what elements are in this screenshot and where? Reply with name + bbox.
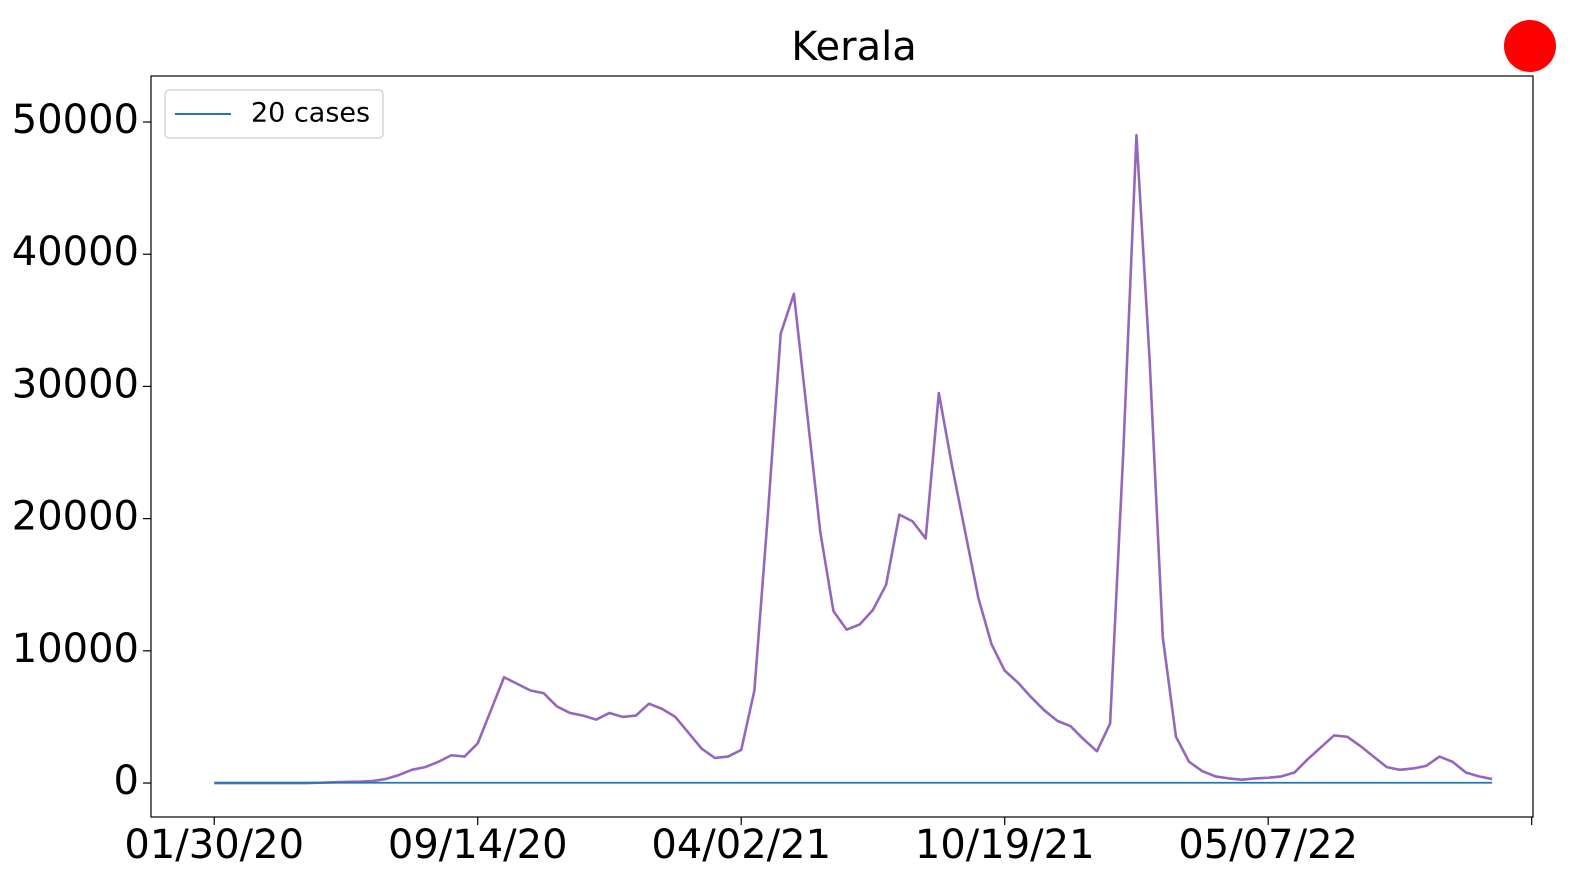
data-line	[214, 133, 1493, 785]
y-tick-label: 30000	[12, 361, 139, 407]
y-tick-label: 10000	[12, 626, 139, 672]
y-tick-label: 0	[114, 758, 139, 804]
legend-label: 20 cases	[251, 98, 370, 129]
y-tick-label: 50000	[12, 97, 139, 143]
legend-box	[164, 89, 384, 139]
x-tick-label: 10/19/21	[915, 822, 1095, 868]
x-tick-label: 04/02/21	[651, 822, 831, 868]
x-tick-label: 01/30/20	[124, 822, 304, 868]
plot-frame	[150, 75, 1534, 818]
y-tick-label: 40000	[12, 229, 139, 275]
x-tick-label: 05/07/22	[1178, 822, 1358, 868]
chart-title: Kerala	[791, 24, 916, 70]
x-tick-label: 09/14/20	[388, 822, 568, 868]
y-tick-label: 20000	[12, 494, 139, 540]
status-indicator	[1504, 20, 1556, 72]
